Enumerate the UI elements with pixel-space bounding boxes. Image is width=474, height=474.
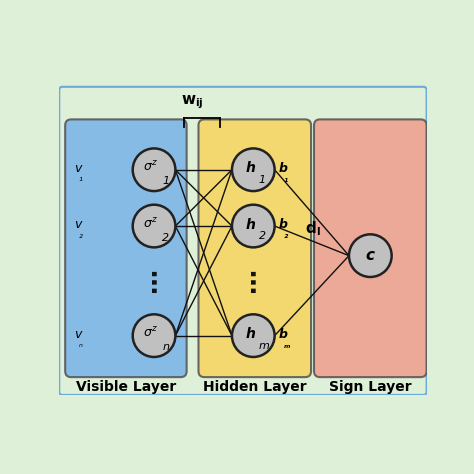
Text: v: v	[74, 218, 82, 231]
Text: 2: 2	[259, 231, 266, 241]
Text: ⋯: ⋯	[241, 268, 265, 293]
Text: b: b	[279, 162, 288, 175]
Text: c: c	[366, 248, 375, 263]
Text: Hidden Layer: Hidden Layer	[203, 380, 307, 394]
Text: v: v	[74, 328, 82, 341]
Text: b: b	[279, 328, 288, 341]
Text: b: b	[279, 218, 288, 231]
Text: $\sigma^z$: $\sigma^z$	[144, 217, 159, 231]
FancyBboxPatch shape	[65, 119, 187, 377]
Text: $\mathbf{d_l}$: $\mathbf{d_l}$	[305, 219, 320, 238]
FancyBboxPatch shape	[59, 87, 427, 395]
Circle shape	[232, 148, 274, 191]
FancyBboxPatch shape	[314, 119, 427, 377]
Circle shape	[133, 314, 175, 357]
Circle shape	[133, 205, 175, 247]
Text: ₁: ₁	[283, 174, 288, 184]
Text: 1: 1	[259, 175, 266, 185]
Circle shape	[349, 234, 392, 277]
Text: ₙ: ₙ	[79, 339, 82, 349]
Text: h: h	[246, 161, 256, 175]
Circle shape	[133, 148, 175, 191]
Text: ₂: ₂	[79, 229, 82, 239]
Text: ₘ: ₘ	[283, 340, 290, 350]
Text: n: n	[162, 342, 169, 352]
Text: $\mathbf{w_{ij}}$: $\mathbf{w_{ij}}$	[182, 93, 204, 110]
Circle shape	[232, 205, 274, 247]
Text: ⋯: ⋯	[142, 268, 166, 293]
Text: 1: 1	[162, 176, 170, 186]
Text: 2: 2	[162, 233, 170, 243]
Text: v: v	[74, 162, 82, 175]
Text: $\sigma^z$: $\sigma^z$	[144, 326, 159, 340]
Text: Visible Layer: Visible Layer	[76, 380, 176, 394]
Text: h: h	[246, 327, 256, 341]
Text: ₂: ₂	[283, 230, 288, 240]
FancyBboxPatch shape	[199, 119, 311, 377]
Circle shape	[232, 314, 274, 357]
Text: ₁: ₁	[79, 173, 82, 183]
Text: m: m	[259, 341, 270, 351]
Text: h: h	[246, 218, 256, 232]
Text: Sign Layer: Sign Layer	[329, 380, 411, 394]
Text: $\sigma^z$: $\sigma^z$	[144, 160, 159, 174]
